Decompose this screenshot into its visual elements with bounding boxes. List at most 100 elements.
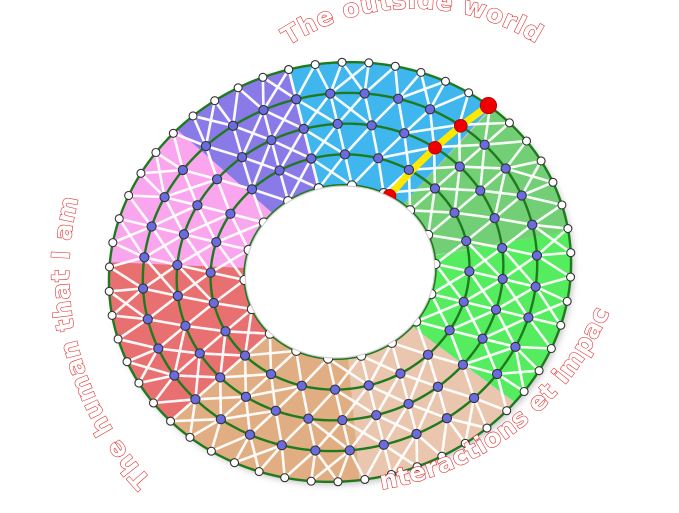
mesh-node[interactable] bbox=[172, 290, 183, 302]
mesh-node[interactable] bbox=[371, 409, 382, 421]
mesh-node[interactable] bbox=[458, 296, 469, 308]
mesh-node[interactable] bbox=[390, 61, 400, 71]
mesh-node[interactable] bbox=[432, 381, 444, 392]
mesh-node[interactable] bbox=[211, 174, 223, 185]
mesh-node[interactable] bbox=[122, 357, 132, 367]
mesh-node[interactable] bbox=[399, 128, 410, 139]
mesh-node[interactable] bbox=[258, 104, 269, 116]
mesh-node[interactable] bbox=[194, 348, 205, 359]
mesh-node[interactable] bbox=[437, 451, 447, 461]
highlight-node[interactable] bbox=[453, 119, 468, 133]
mesh-node[interactable] bbox=[239, 350, 251, 361]
mesh-node[interactable] bbox=[254, 466, 264, 477]
mesh-node[interactable] bbox=[329, 384, 341, 395]
mesh-node[interactable] bbox=[266, 135, 277, 146]
mesh-node[interactable] bbox=[108, 238, 118, 248]
mesh-node[interactable] bbox=[497, 273, 508, 285]
mesh-node[interactable] bbox=[464, 88, 474, 98]
mesh-node[interactable] bbox=[274, 165, 285, 176]
mesh-node[interactable] bbox=[284, 65, 294, 75]
mesh-node[interactable] bbox=[306, 153, 317, 164]
mesh-node[interactable] bbox=[563, 223, 573, 234]
mesh-node[interactable] bbox=[504, 118, 514, 128]
mesh-node[interactable] bbox=[270, 405, 281, 416]
mesh-node[interactable] bbox=[240, 391, 252, 402]
mesh-node[interactable] bbox=[210, 96, 220, 106]
mesh-node[interactable] bbox=[306, 476, 316, 486]
mesh-node[interactable] bbox=[393, 93, 404, 104]
mesh-node[interactable] bbox=[225, 208, 236, 219]
mesh-node[interactable] bbox=[360, 474, 370, 485]
mesh-node[interactable] bbox=[107, 310, 117, 321]
highlight-node[interactable] bbox=[428, 140, 442, 155]
mesh-node[interactable] bbox=[104, 286, 114, 296]
mesh-node[interactable] bbox=[206, 446, 216, 456]
mesh-node[interactable] bbox=[527, 219, 538, 230]
mesh-node[interactable] bbox=[363, 380, 374, 391]
mesh-node[interactable] bbox=[457, 359, 469, 370]
mesh-node[interactable] bbox=[169, 370, 180, 381]
mesh-node[interactable] bbox=[178, 229, 190, 240]
mesh-node[interactable] bbox=[172, 259, 183, 271]
mesh-node[interactable] bbox=[489, 212, 500, 224]
mesh-node[interactable] bbox=[280, 473, 290, 483]
mesh-node[interactable] bbox=[211, 236, 222, 248]
mesh-node[interactable] bbox=[479, 139, 490, 150]
mesh-node[interactable] bbox=[148, 398, 159, 408]
mesh-node[interactable] bbox=[190, 394, 201, 405]
mesh-node[interactable] bbox=[104, 262, 115, 272]
mesh-node[interactable] bbox=[332, 118, 343, 130]
mesh-node[interactable] bbox=[192, 200, 203, 211]
mesh-node[interactable] bbox=[566, 248, 576, 258]
mesh-node[interactable] bbox=[490, 304, 502, 315]
mesh-node[interactable] bbox=[521, 136, 532, 146]
mesh-node[interactable] bbox=[337, 57, 347, 67]
mesh-node[interactable] bbox=[468, 392, 480, 404]
sector-blue[interactable] bbox=[288, 62, 491, 205]
mesh-node[interactable] bbox=[137, 283, 149, 294]
mesh-node[interactable] bbox=[403, 164, 415, 176]
mesh-node[interactable] bbox=[562, 296, 572, 306]
mesh-node[interactable] bbox=[339, 149, 351, 160]
mesh-node[interactable] bbox=[291, 94, 302, 105]
mesh-node[interactable] bbox=[454, 161, 465, 172]
mesh-node[interactable] bbox=[344, 445, 355, 456]
mesh-node[interactable] bbox=[475, 185, 486, 196]
mesh-node[interactable] bbox=[516, 190, 527, 201]
mesh-node[interactable] bbox=[227, 120, 239, 131]
mesh-node[interactable] bbox=[534, 366, 544, 376]
mesh-node[interactable] bbox=[373, 153, 384, 164]
mesh-node[interactable] bbox=[412, 462, 422, 472]
mesh-node[interactable] bbox=[180, 320, 191, 332]
mesh-node[interactable] bbox=[303, 413, 314, 424]
mesh-node[interactable] bbox=[557, 200, 567, 210]
mesh-node[interactable] bbox=[497, 242, 508, 254]
mesh-node[interactable] bbox=[386, 469, 396, 479]
mesh-node[interactable] bbox=[265, 368, 277, 380]
mesh-node[interactable] bbox=[411, 428, 422, 440]
mesh-node[interactable] bbox=[440, 76, 451, 86]
mesh-node[interactable] bbox=[166, 416, 176, 426]
mesh-node[interactable] bbox=[146, 221, 157, 232]
mesh-node[interactable] bbox=[416, 67, 426, 78]
mesh-node[interactable] bbox=[482, 423, 492, 433]
mesh-node[interactable] bbox=[229, 458, 240, 468]
mesh-node[interactable] bbox=[449, 207, 460, 218]
mesh-node[interactable] bbox=[139, 252, 150, 263]
mesh-node[interactable] bbox=[244, 429, 256, 440]
mesh-node[interactable] bbox=[208, 297, 219, 309]
mesh-node[interactable] bbox=[114, 214, 124, 224]
mesh-node[interactable] bbox=[298, 123, 309, 135]
mesh-node[interactable] bbox=[220, 326, 231, 337]
mesh-node[interactable] bbox=[233, 83, 243, 93]
mesh-node[interactable] bbox=[151, 147, 161, 158]
mesh-node[interactable] bbox=[565, 272, 576, 282]
mesh-node[interactable] bbox=[536, 156, 546, 166]
mesh-node[interactable] bbox=[236, 152, 248, 163]
mesh-node[interactable] bbox=[159, 191, 170, 203]
mesh-node[interactable] bbox=[477, 333, 488, 344]
mesh-node[interactable] bbox=[246, 184, 258, 195]
mesh-node[interactable] bbox=[296, 380, 307, 391]
mesh-node[interactable] bbox=[510, 341, 521, 353]
mesh-node[interactable] bbox=[310, 59, 320, 70]
